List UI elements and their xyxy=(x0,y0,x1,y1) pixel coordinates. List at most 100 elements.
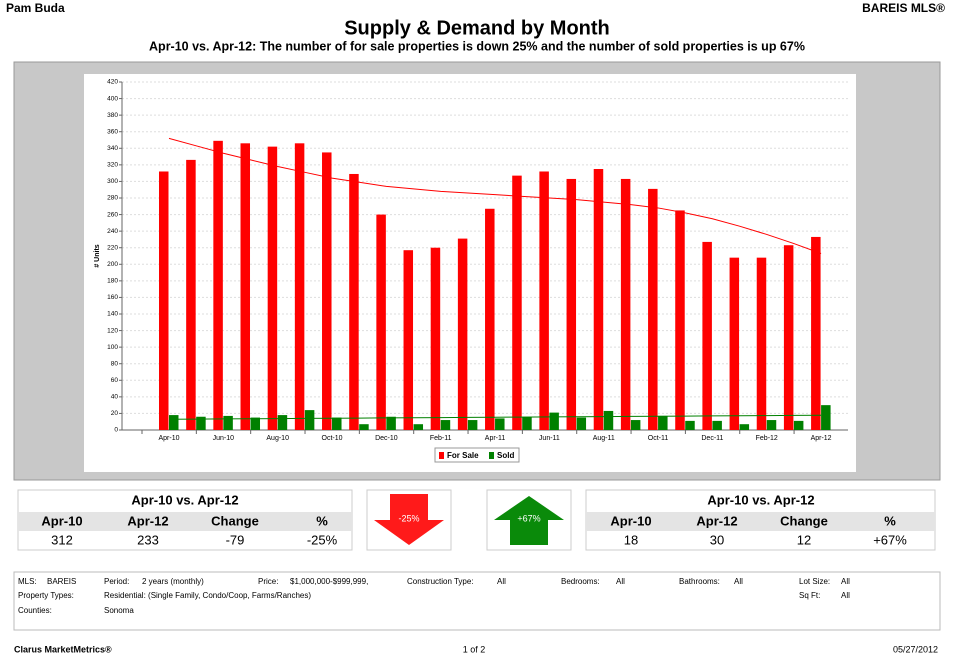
filter-label: Sq Ft: xyxy=(799,591,820,600)
x-tick-label: Dec-11 xyxy=(701,435,723,442)
bar xyxy=(467,420,478,430)
summary-value: 312 xyxy=(51,532,73,547)
summary-column: % xyxy=(884,513,896,528)
filter-label: Construction Type: xyxy=(407,577,474,586)
bar xyxy=(223,415,233,430)
bar xyxy=(766,420,777,430)
sold-header-row xyxy=(586,512,935,531)
down-arrow-label: -25% xyxy=(398,513,419,523)
y-axis-label: # Units xyxy=(94,244,101,267)
bar xyxy=(712,420,722,430)
y-tick-label: 340 xyxy=(107,145,118,152)
y-tick-label: 360 xyxy=(107,128,118,135)
y-tick-label: 260 xyxy=(107,211,118,218)
y-tick-label: 420 xyxy=(107,79,118,86)
bar xyxy=(332,417,342,430)
bar xyxy=(277,415,288,430)
filter-value: Sonoma xyxy=(104,606,134,615)
filter-value: All xyxy=(841,591,850,600)
x-tick-label: Oct-10 xyxy=(322,435,343,442)
bar xyxy=(593,169,604,430)
y-tick-label: 280 xyxy=(107,195,118,202)
y-tick-label: 300 xyxy=(107,178,118,185)
y-tick-label: 320 xyxy=(107,162,118,169)
y-tick-label: 40 xyxy=(111,394,119,401)
for-sale-header-row xyxy=(18,512,352,531)
filter-label: Bedrooms: xyxy=(561,577,600,586)
bar xyxy=(756,257,767,430)
filter-label: Counties: xyxy=(18,606,52,615)
legend-label: For Sale xyxy=(447,451,479,460)
bar xyxy=(549,412,559,430)
y-tick-label: 220 xyxy=(107,244,118,251)
bar xyxy=(603,410,614,430)
bar xyxy=(658,415,668,430)
bar xyxy=(539,171,549,430)
summary-column: Change xyxy=(780,513,828,528)
legend-swatch xyxy=(439,452,444,459)
y-tick-label: 380 xyxy=(107,112,118,119)
summary-value: 30 xyxy=(710,532,724,547)
bar xyxy=(322,152,332,430)
bar xyxy=(729,257,740,430)
y-tick-label: 160 xyxy=(107,294,118,301)
y-tick-label: 80 xyxy=(111,360,119,367)
x-tick-label: Feb-12 xyxy=(756,435,778,442)
bar xyxy=(512,175,522,430)
filter-value: BAREIS xyxy=(47,577,76,586)
y-tick-label: 20 xyxy=(111,410,119,417)
filter-value: Residential: (Single Family, Condo/Coop,… xyxy=(104,591,311,600)
bar xyxy=(250,417,261,430)
x-tick-label: Aug-11 xyxy=(593,435,615,442)
bar xyxy=(403,250,414,430)
filter-value: All xyxy=(734,577,743,586)
filters-box xyxy=(13,571,941,631)
bar xyxy=(169,415,179,430)
bar xyxy=(349,173,359,430)
summary-value: +67% xyxy=(873,532,907,547)
filter-value: All xyxy=(841,577,850,586)
x-tick-label: Oct-11 xyxy=(648,435,669,442)
filter-value: All xyxy=(616,577,625,586)
footer-left: Clarus MarketMetrics® xyxy=(14,644,112,654)
bar xyxy=(675,210,685,430)
trend-line xyxy=(168,414,822,420)
y-tick-label: 100 xyxy=(107,344,118,351)
bar xyxy=(386,416,396,430)
y-tick-label: 60 xyxy=(111,377,119,384)
legend-swatch xyxy=(489,452,494,459)
summary-column: Change xyxy=(211,513,259,528)
bar xyxy=(811,236,821,430)
summary-value: 233 xyxy=(137,532,159,547)
up-arrow xyxy=(494,496,564,545)
filter-label: Period: xyxy=(104,577,129,586)
bar xyxy=(783,245,794,430)
bar xyxy=(294,143,305,431)
x-tick-label: Apr-10 xyxy=(158,435,179,442)
agent-name: Pam Buda xyxy=(6,1,65,15)
x-tick-label: Apr-11 xyxy=(485,435,506,442)
bar xyxy=(430,247,441,430)
x-tick-label: Jun-10 xyxy=(213,435,235,442)
footer-right: 05/27/2012 xyxy=(893,644,938,654)
bar xyxy=(186,159,196,430)
up-arrow-label: +67% xyxy=(517,513,540,523)
bar xyxy=(793,420,804,430)
summary-column: % xyxy=(316,513,328,528)
x-tick-label: Apr-12 xyxy=(811,435,832,442)
bar xyxy=(240,143,251,431)
y-tick-label: 180 xyxy=(107,278,118,285)
bar xyxy=(213,140,223,431)
filter-label: MLS: xyxy=(18,577,37,586)
bar xyxy=(522,416,532,430)
legend-label: Sold xyxy=(497,451,514,460)
summary-value: 12 xyxy=(797,532,811,547)
bar xyxy=(159,171,169,430)
filter-label: Property Types: xyxy=(18,591,74,600)
filter-label: Bathrooms: xyxy=(679,577,720,586)
footer-center: 1 of 2 xyxy=(463,644,486,654)
summary-column: Apr-12 xyxy=(127,513,168,528)
x-tick-label: Jun-11 xyxy=(539,435,560,442)
chart-title: Supply & Demand by Month xyxy=(344,17,610,39)
